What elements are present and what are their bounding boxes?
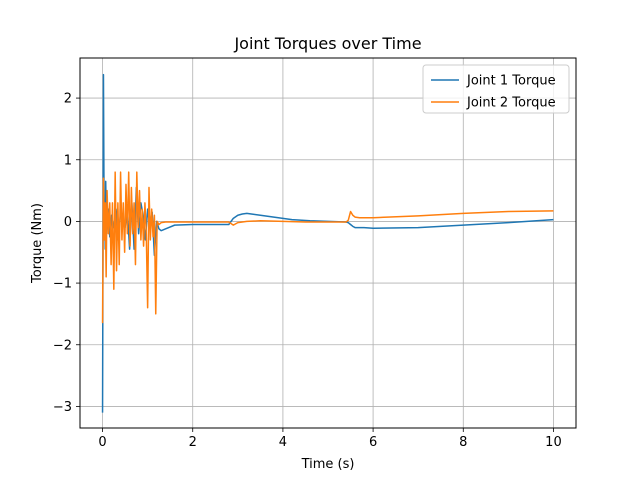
x-tick-label: 10 (545, 435, 562, 450)
y-tick-label: 1 (64, 153, 72, 168)
x-tick-label: 6 (369, 435, 377, 450)
legend: Joint 1 Torque Joint 2 Torque (422, 64, 570, 114)
x-tick-label: 2 (189, 435, 197, 450)
y-tick-label: −3 (53, 400, 72, 415)
y-tick-label: −2 (53, 338, 72, 353)
y-tick-label: 2 (64, 92, 72, 107)
y-axis-label: Torque (Nm) (30, 203, 45, 284)
y-tick-label: 0 (64, 215, 72, 230)
legend-entry: Joint 2 Torque (466, 96, 556, 111)
axes-frame (79, 57, 577, 429)
x-axis-label: Time (s) (301, 457, 355, 472)
series-line-2 (101, 171, 554, 324)
legend-box (422, 64, 570, 114)
x-tick-label: 8 (459, 435, 467, 450)
chart-title: Joint Torques over Time (233, 34, 421, 53)
ticks: 0 2 4 6 8 10 −3 −2 −1 0 1 2 (53, 92, 562, 450)
plot-lines (101, 73, 554, 413)
legend-entry: Joint 1 Torque (466, 74, 556, 89)
y-tick-label: −1 (53, 277, 72, 292)
x-tick-label: 4 (279, 435, 287, 450)
x-tick-label: 0 (98, 435, 106, 450)
